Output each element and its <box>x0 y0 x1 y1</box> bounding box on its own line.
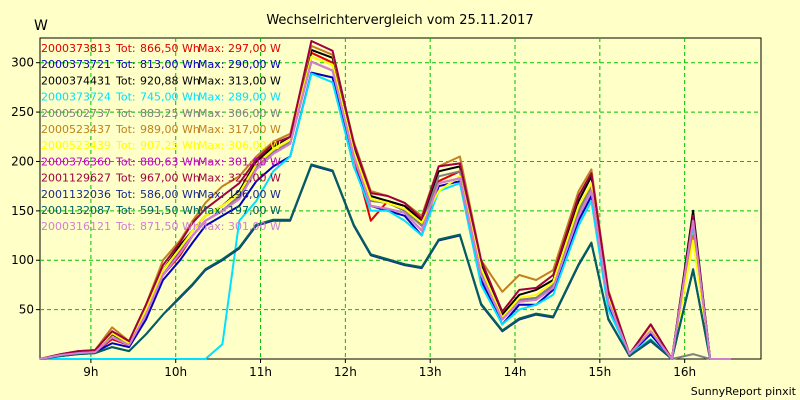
legend-tot-prefix: Tot: <box>115 172 136 185</box>
legend-max-prefix: Max: <box>198 172 224 185</box>
legend-series-name: 2000373724 <box>41 91 111 104</box>
legend-max-value: 306,00 W <box>228 139 281 152</box>
x-tick-label: 9h <box>83 365 98 379</box>
legend-max-value: 196,00 W <box>228 188 281 201</box>
legend-tot-value: 967,00 Wh <box>140 172 200 185</box>
legend-tot-prefix: Tot: <box>115 204 136 217</box>
legend-max-value: 313,00 W <box>228 74 281 87</box>
legend-max-prefix: Max: <box>198 58 224 71</box>
legend-max-value: 306,00 W <box>228 107 281 120</box>
y-tick-label: 150 <box>11 204 34 218</box>
plot-area <box>39 37 762 360</box>
legend-series-name: 2000376360 <box>41 155 111 168</box>
footer-label: SunnyReport pinxit <box>691 385 797 398</box>
legend-max-prefix: Max: <box>198 139 224 152</box>
series-line-2001129627 <box>39 40 732 360</box>
legend-tot-prefix: Tot: <box>115 123 136 136</box>
legend-series-name: 2000316121 <box>41 220 111 233</box>
x-tick-label: 14h <box>504 365 527 379</box>
legend-max-value: 290,00 W <box>228 58 281 71</box>
legend-tot-prefix: Tot: <box>115 74 136 87</box>
legend-tot-value: 745,00 Wh <box>140 91 200 104</box>
x-tick-label: 11h <box>249 365 272 379</box>
y-tick-label: 100 <box>11 253 34 267</box>
legend-tot-value: 866,50 Wh <box>140 42 200 55</box>
legend-max-prefix: Max: <box>198 42 224 55</box>
legend-max-prefix: Max: <box>198 74 224 87</box>
y-tick-label: 300 <box>11 56 34 70</box>
legend-max-value: 289,00 W <box>228 91 281 104</box>
legend-max-prefix: Max: <box>198 155 224 168</box>
legend-series-name: 2000502737 <box>41 107 111 120</box>
y-axis-label: W <box>34 18 48 34</box>
legend-max-value: 197,00 W <box>228 204 281 217</box>
legend-tot-prefix: Tot: <box>115 42 136 55</box>
y-tick-label: 50 <box>19 303 34 317</box>
legend-tot-value: 591,50 Wh <box>140 204 200 217</box>
legend-series-name: 2000374431 <box>41 74 111 87</box>
legend-tot-value: 920,88 Wh <box>140 74 200 87</box>
legend-tot-value: 813,00 Wh <box>140 58 200 71</box>
legend-series-name: 2001129627 <box>41 172 111 185</box>
legend-max-value: 301,00 W <box>228 155 281 168</box>
legend-tot-value: 871,50 Wh <box>140 220 200 233</box>
legend-max-prefix: Max: <box>198 91 224 104</box>
series-line-2000316121 <box>39 60 732 360</box>
y-tick-label: 200 <box>11 154 34 168</box>
legend-tot-prefix: Tot: <box>115 188 136 201</box>
y-tick-label: 250 <box>11 105 34 119</box>
legend-tot-prefix: Tot: <box>115 220 136 233</box>
legend-max-value: 322,00 W <box>228 172 281 185</box>
legend-series-name: 2000373721 <box>41 58 111 71</box>
legend-series-name: 2001132036 <box>41 188 111 201</box>
legend-tot-prefix: Tot: <box>115 139 136 152</box>
legend-max-prefix: Max: <box>198 123 224 136</box>
legend-max-value: 297,00 W <box>228 42 281 55</box>
legend-tot-prefix: Tot: <box>115 58 136 71</box>
legend-tot-value: 586,00 Wh <box>140 188 200 201</box>
legend-tot-prefix: Tot: <box>115 155 136 168</box>
legend-series-name: 2000373813 <box>41 42 111 55</box>
legend-max-prefix: Max: <box>198 188 224 201</box>
x-tick-label: 10h <box>164 365 187 379</box>
series-line-2000373724 <box>40 72 732 360</box>
legend-max-prefix: Max: <box>198 107 224 120</box>
series-layer <box>39 40 732 360</box>
legend-series-name: 2001132087 <box>41 204 111 217</box>
legend-tot-prefix: Tot: <box>115 107 136 120</box>
legend-series-name: 2000523439 <box>41 139 111 152</box>
chart-title: Wechselrichtervergleich vom 25.11.2017 <box>266 13 533 28</box>
axis-layer: 9h 10h 11h 12h 13h 14h 15h 16h 50 100 150 200 250 300 <box>11 56 696 379</box>
legend-tot-value: 880,63 Wh <box>140 155 200 168</box>
legend-tot-value: 989,00 Wh <box>140 123 200 136</box>
series-line-2001132087 <box>39 163 732 360</box>
x-tick-label: 12h <box>334 365 357 379</box>
legend-series-name: 2000523437 <box>41 123 111 136</box>
x-tick-label: 13h <box>419 365 442 379</box>
legend-max-prefix: Max: <box>198 220 224 233</box>
legend-tot-value: 883,25 Wh <box>140 107 200 120</box>
legend-tot-value: 907,25 Wh <box>140 139 200 152</box>
legend-max-value: 301,00 W <box>228 220 281 233</box>
x-tick-label: 15h <box>588 365 611 379</box>
x-tick-label: 16h <box>673 365 696 379</box>
legend-max-value: 317,00 W <box>228 123 281 136</box>
legend-max-prefix: Max: <box>198 204 224 217</box>
legend-tot-prefix: Tot: <box>115 91 136 104</box>
